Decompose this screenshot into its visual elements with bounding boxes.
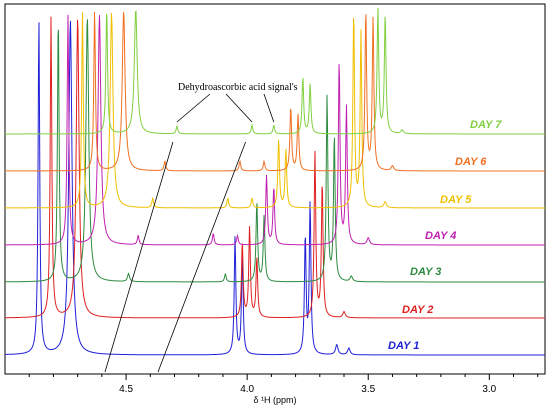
guide-line-dhaa-1 [104,141,174,373]
annotation-arrow-2 [225,93,253,123]
tick-label-3-5: 3.5 [361,384,375,395]
label-day-3: DAY 3 [410,266,441,278]
annotation-arrow-3 [263,93,275,123]
spectrum-day-4 [5,14,545,246]
guide-line-dhaa-2 [157,141,246,373]
spectra-group [5,7,545,356]
plot-frame [4,3,546,375]
spectrum-day-2 [5,16,545,319]
annotation-lines [104,93,275,373]
tick-label-4-0: 4.0 [240,384,254,395]
spectrum-day-1 [5,20,545,356]
spectrum-day-5 [5,12,545,209]
x-axis-label: δ ¹H (ppm) [253,395,296,405]
label-day-6: DAY 6 [455,156,487,168]
spectrum-day-6 [5,11,545,172]
annotation-text: Dehydroascorbic acid signal's [178,82,298,93]
label-day-2: DAY 2 [402,304,433,316]
day-labels-group: DAY 1 DAY 2 DAY 3 DAY 4 DAY 5 DAY 6 DAY 7 [388,119,502,352]
label-day-4: DAY 4 [425,230,456,242]
tick-label-3-0: 3.0 [482,384,496,395]
annotation-arrow-1 [176,93,211,123]
label-day-5: DAY 5 [440,194,472,206]
tick-label-4-5: 4.5 [119,384,133,395]
spectrum-day-7 [5,7,545,135]
label-day-1: DAY 1 [388,340,419,352]
label-day-7: DAY 7 [470,119,502,131]
x-axis-ticks: 4.5 4.0 3.5 3.0 [28,374,539,395]
annotation-group: Dehydroascorbic acid signal's [178,82,298,93]
spectrum-day-3 [5,19,545,283]
